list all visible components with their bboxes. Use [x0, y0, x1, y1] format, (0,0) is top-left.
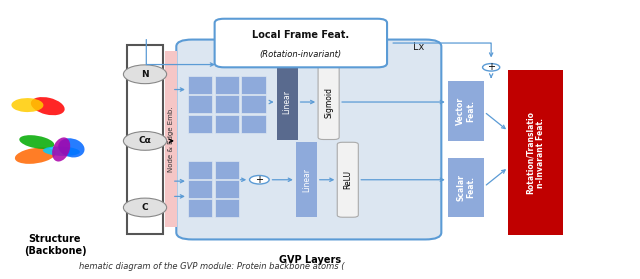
- Ellipse shape: [43, 146, 80, 156]
- Text: Vector
Feat.: Vector Feat.: [456, 97, 476, 125]
- Bar: [448, 158, 484, 217]
- Text: Linear: Linear: [283, 90, 292, 114]
- Bar: [276, 64, 298, 140]
- Text: Lx: Lx: [413, 42, 424, 52]
- Text: Structure
(Backbone): Structure (Backbone): [24, 234, 86, 256]
- Text: N: N: [141, 70, 149, 79]
- Circle shape: [124, 131, 166, 150]
- Bar: [188, 199, 212, 217]
- Ellipse shape: [19, 135, 54, 149]
- Bar: [188, 114, 212, 133]
- Text: Scalar
Feat.: Scalar Feat.: [456, 174, 476, 201]
- Bar: [214, 76, 239, 94]
- Bar: [188, 76, 212, 94]
- FancyBboxPatch shape: [214, 19, 387, 67]
- Text: Local Frame Feat.: Local Frame Feat.: [252, 30, 349, 40]
- Bar: [188, 180, 212, 198]
- Bar: [241, 95, 266, 113]
- Ellipse shape: [12, 98, 44, 112]
- Text: Cα: Cα: [139, 136, 152, 145]
- Bar: [214, 161, 239, 179]
- Bar: [214, 199, 239, 217]
- Text: Sigmoid: Sigmoid: [324, 86, 333, 117]
- Bar: [166, 51, 177, 227]
- Text: (Rotation-invariant): (Rotation-invariant): [260, 50, 342, 59]
- Circle shape: [483, 64, 500, 71]
- Ellipse shape: [31, 97, 65, 115]
- Bar: [214, 95, 239, 113]
- Bar: [188, 161, 212, 179]
- Bar: [214, 180, 239, 198]
- Bar: [296, 142, 317, 217]
- Text: GVP Layers: GVP Layers: [278, 255, 341, 265]
- Text: Linear: Linear: [302, 168, 311, 192]
- Circle shape: [250, 175, 269, 184]
- Text: C: C: [141, 203, 148, 212]
- Bar: [188, 95, 212, 113]
- Text: +: +: [487, 62, 495, 72]
- Bar: [127, 45, 163, 234]
- Text: Rotation/Translatio
n-Invarant Feat.: Rotation/Translatio n-Invarant Feat.: [526, 111, 545, 194]
- Text: +: +: [255, 175, 263, 185]
- FancyBboxPatch shape: [318, 64, 339, 140]
- Bar: [508, 70, 563, 235]
- Bar: [448, 81, 484, 141]
- FancyBboxPatch shape: [337, 142, 358, 217]
- Ellipse shape: [15, 148, 56, 164]
- Circle shape: [124, 65, 166, 84]
- Text: hematic diagram of the GVP module: Protein backbone atoms (: hematic diagram of the GVP module: Prote…: [79, 262, 344, 271]
- Text: Node & Edge Emb.: Node & Edge Emb.: [168, 106, 174, 172]
- Circle shape: [124, 198, 166, 217]
- Ellipse shape: [58, 138, 84, 157]
- Bar: [241, 114, 266, 133]
- Ellipse shape: [52, 137, 70, 162]
- Bar: [214, 114, 239, 133]
- Text: ReLU: ReLU: [343, 170, 352, 189]
- Bar: [241, 76, 266, 94]
- FancyBboxPatch shape: [176, 40, 442, 239]
